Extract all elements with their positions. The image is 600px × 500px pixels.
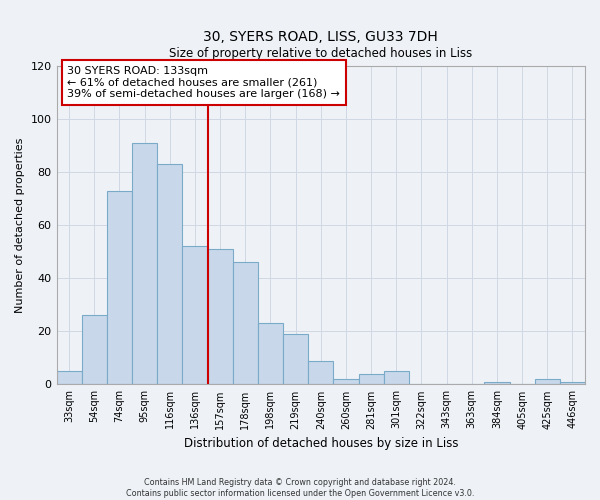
Bar (334, 379, 359, 384)
Bar (535, 379, 560, 384)
Bar (383, 371, 409, 384)
Bar (484, 382, 509, 384)
Bar (359, 374, 383, 384)
Title: 30, SYERS ROAD, LISS, GU33 7DH: 30, SYERS ROAD, LISS, GU33 7DH (203, 30, 438, 44)
Bar (308, 360, 334, 384)
Bar (208, 249, 233, 384)
Bar (82, 316, 107, 384)
Bar (182, 246, 208, 384)
Bar (56, 371, 82, 384)
Bar (283, 334, 308, 384)
Bar (107, 190, 132, 384)
Text: 30 SYERS ROAD: 133sqm
← 61% of detached houses are smaller (261)
39% of semi-det: 30 SYERS ROAD: 133sqm ← 61% of detached … (67, 66, 340, 99)
Bar (233, 262, 258, 384)
Y-axis label: Number of detached properties: Number of detached properties (15, 138, 25, 313)
Bar (258, 324, 283, 384)
Bar (132, 143, 157, 384)
Text: Size of property relative to detached houses in Liss: Size of property relative to detached ho… (169, 46, 472, 60)
Bar (560, 382, 585, 384)
Text: Contains HM Land Registry data © Crown copyright and database right 2024.
Contai: Contains HM Land Registry data © Crown c… (126, 478, 474, 498)
X-axis label: Distribution of detached houses by size in Liss: Distribution of detached houses by size … (184, 437, 458, 450)
Bar (157, 164, 182, 384)
